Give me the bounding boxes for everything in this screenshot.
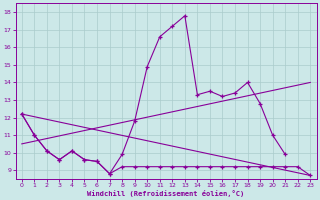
X-axis label: Windchill (Refroidissement éolien,°C): Windchill (Refroidissement éolien,°C) [87, 190, 245, 197]
